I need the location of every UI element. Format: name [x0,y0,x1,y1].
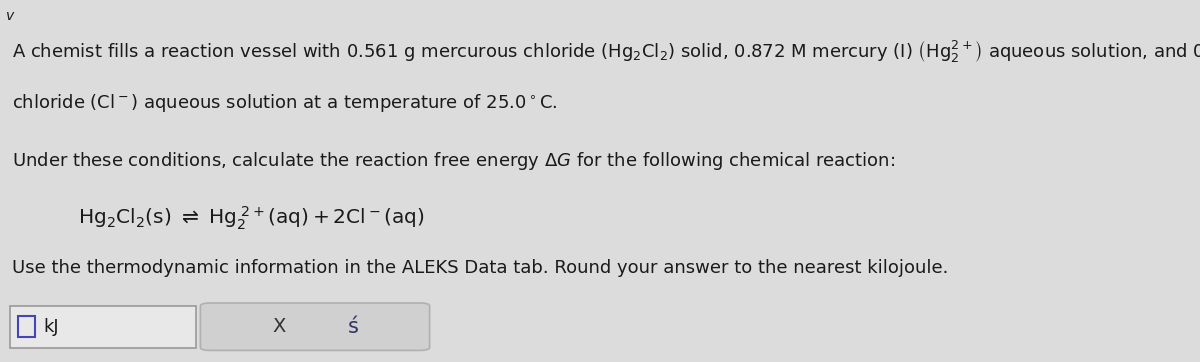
FancyBboxPatch shape [10,306,196,348]
FancyBboxPatch shape [200,303,430,350]
Text: ś: ś [347,317,359,337]
FancyBboxPatch shape [18,316,35,337]
Text: A chemist fills a reaction vessel with 0.561 g mercurous chloride $(\mathrm{Hg_2: A chemist fills a reaction vessel with 0… [12,38,1200,64]
Text: v: v [6,9,14,23]
Text: X: X [272,317,286,336]
Text: Under these conditions, calculate the reaction free energy $\Delta G$ for the fo: Under these conditions, calculate the re… [12,150,895,172]
Text: kJ: kJ [43,318,59,336]
Text: Use the thermodynamic information in the ALEKS Data tab. Round your answer to th: Use the thermodynamic information in the… [12,259,948,277]
Text: $\mathrm{Hg_2Cl_2(s)}$ $\rightleftharpoons$ $\mathrm{Hg_2^{\;2+}(aq) + 2Cl^-(aq): $\mathrm{Hg_2Cl_2(s)}$ $\rightleftharpoo… [78,205,425,232]
Text: chloride $\left(\mathrm{Cl^-}\right)$ aqueous solution at a temperature of 25.0$: chloride $\left(\mathrm{Cl^-}\right)$ aq… [12,92,558,114]
